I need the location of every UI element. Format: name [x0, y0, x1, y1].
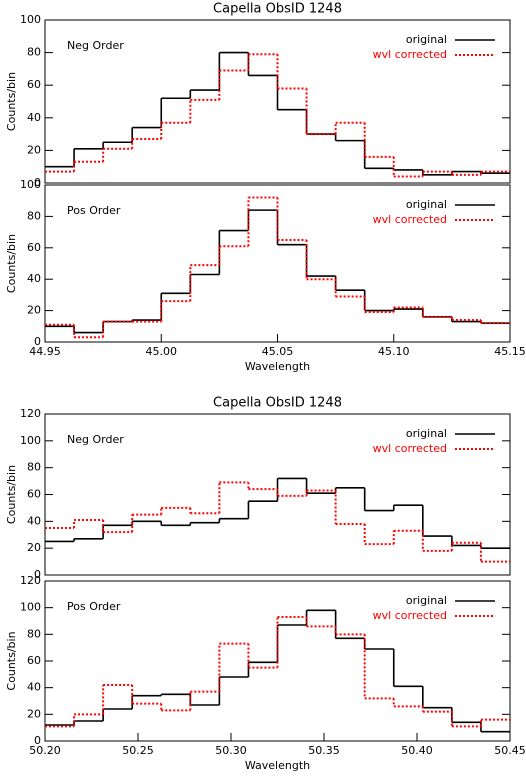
x-tick-label: 50.25 — [122, 744, 154, 757]
legend-label: wvl corrected — [373, 442, 447, 455]
legend-label: wvl corrected — [373, 609, 447, 622]
x-tick-label: 45.15 — [494, 345, 526, 358]
legend-label: original — [406, 594, 447, 607]
legend-label: original — [406, 33, 447, 46]
x-tick-label: 50.30 — [215, 744, 247, 757]
panel-label: Pos Order — [67, 600, 121, 613]
y-tick-label: 60 — [27, 654, 41, 667]
y-tick-label: 80 — [27, 461, 41, 474]
y-axis-label: Counts/bin — [5, 234, 18, 293]
y-tick-label: 20 — [27, 541, 41, 554]
x-tick-label: 50.20 — [29, 744, 61, 757]
plot-frame — [44, 19, 511, 184]
y-tick-label: 20 — [27, 304, 41, 317]
x-tick-label: 45.10 — [378, 345, 410, 358]
legend-label: original — [406, 427, 447, 440]
y-tick-label: 60 — [27, 241, 41, 254]
y-tick-label: 40 — [27, 514, 41, 527]
y-tick-label: 120 — [20, 574, 41, 587]
x-tick-label: 45.05 — [262, 345, 294, 358]
y-tick-label: 0 — [34, 176, 41, 189]
panel-label: Neg Order — [67, 433, 124, 446]
y-tick-label: 0 — [34, 734, 41, 747]
chart-title: Capella ObsID 1248 — [213, 2, 342, 17]
y-axis-label: Counts/bin — [5, 465, 18, 524]
y-tick-label: 60 — [27, 488, 41, 501]
x-tick-label: 50.40 — [401, 744, 433, 757]
y-tick-label: 100 — [20, 178, 41, 191]
y-tick-label: 40 — [27, 681, 41, 694]
y-tick-label: 40 — [27, 272, 41, 285]
y-tick-label: 60 — [27, 78, 41, 91]
y-tick-label: 20 — [27, 143, 41, 156]
y-tick-label: 80 — [27, 209, 41, 222]
y-tick-label: 100 — [20, 601, 41, 614]
legend-label: wvl corrected — [373, 213, 447, 226]
y-tick-label: 100 — [20, 434, 41, 447]
x-tick-label: 50.45 — [494, 744, 526, 757]
x-tick-label: 44.95 — [29, 345, 61, 358]
panel-label: Neg Order — [67, 39, 124, 52]
y-tick-label: 0 — [34, 568, 41, 581]
y-axis-label: Counts/bin — [5, 631, 18, 690]
y-tick-label: 100 — [20, 13, 41, 26]
panel-label: Pos Order — [67, 204, 121, 217]
y-tick-label: 80 — [27, 627, 41, 640]
y-tick-label: 20 — [27, 707, 41, 720]
y-tick-label: 80 — [27, 46, 41, 59]
y-tick-label: 0 — [34, 335, 41, 348]
legend-label: wvl corrected — [373, 48, 447, 61]
x-axis-label: Wavelength — [245, 759, 310, 772]
x-tick-label: 50.35 — [308, 744, 340, 757]
legend-label: original — [406, 198, 447, 211]
y-tick-label: 120 — [20, 407, 41, 420]
chart-title: Capella ObsID 1248 — [213, 396, 342, 411]
y-axis-label: Counts/bin — [5, 72, 18, 131]
x-axis-label: Wavelength — [245, 360, 310, 373]
y-tick-label: 40 — [27, 111, 41, 124]
x-tick-label: 45.00 — [146, 345, 178, 358]
